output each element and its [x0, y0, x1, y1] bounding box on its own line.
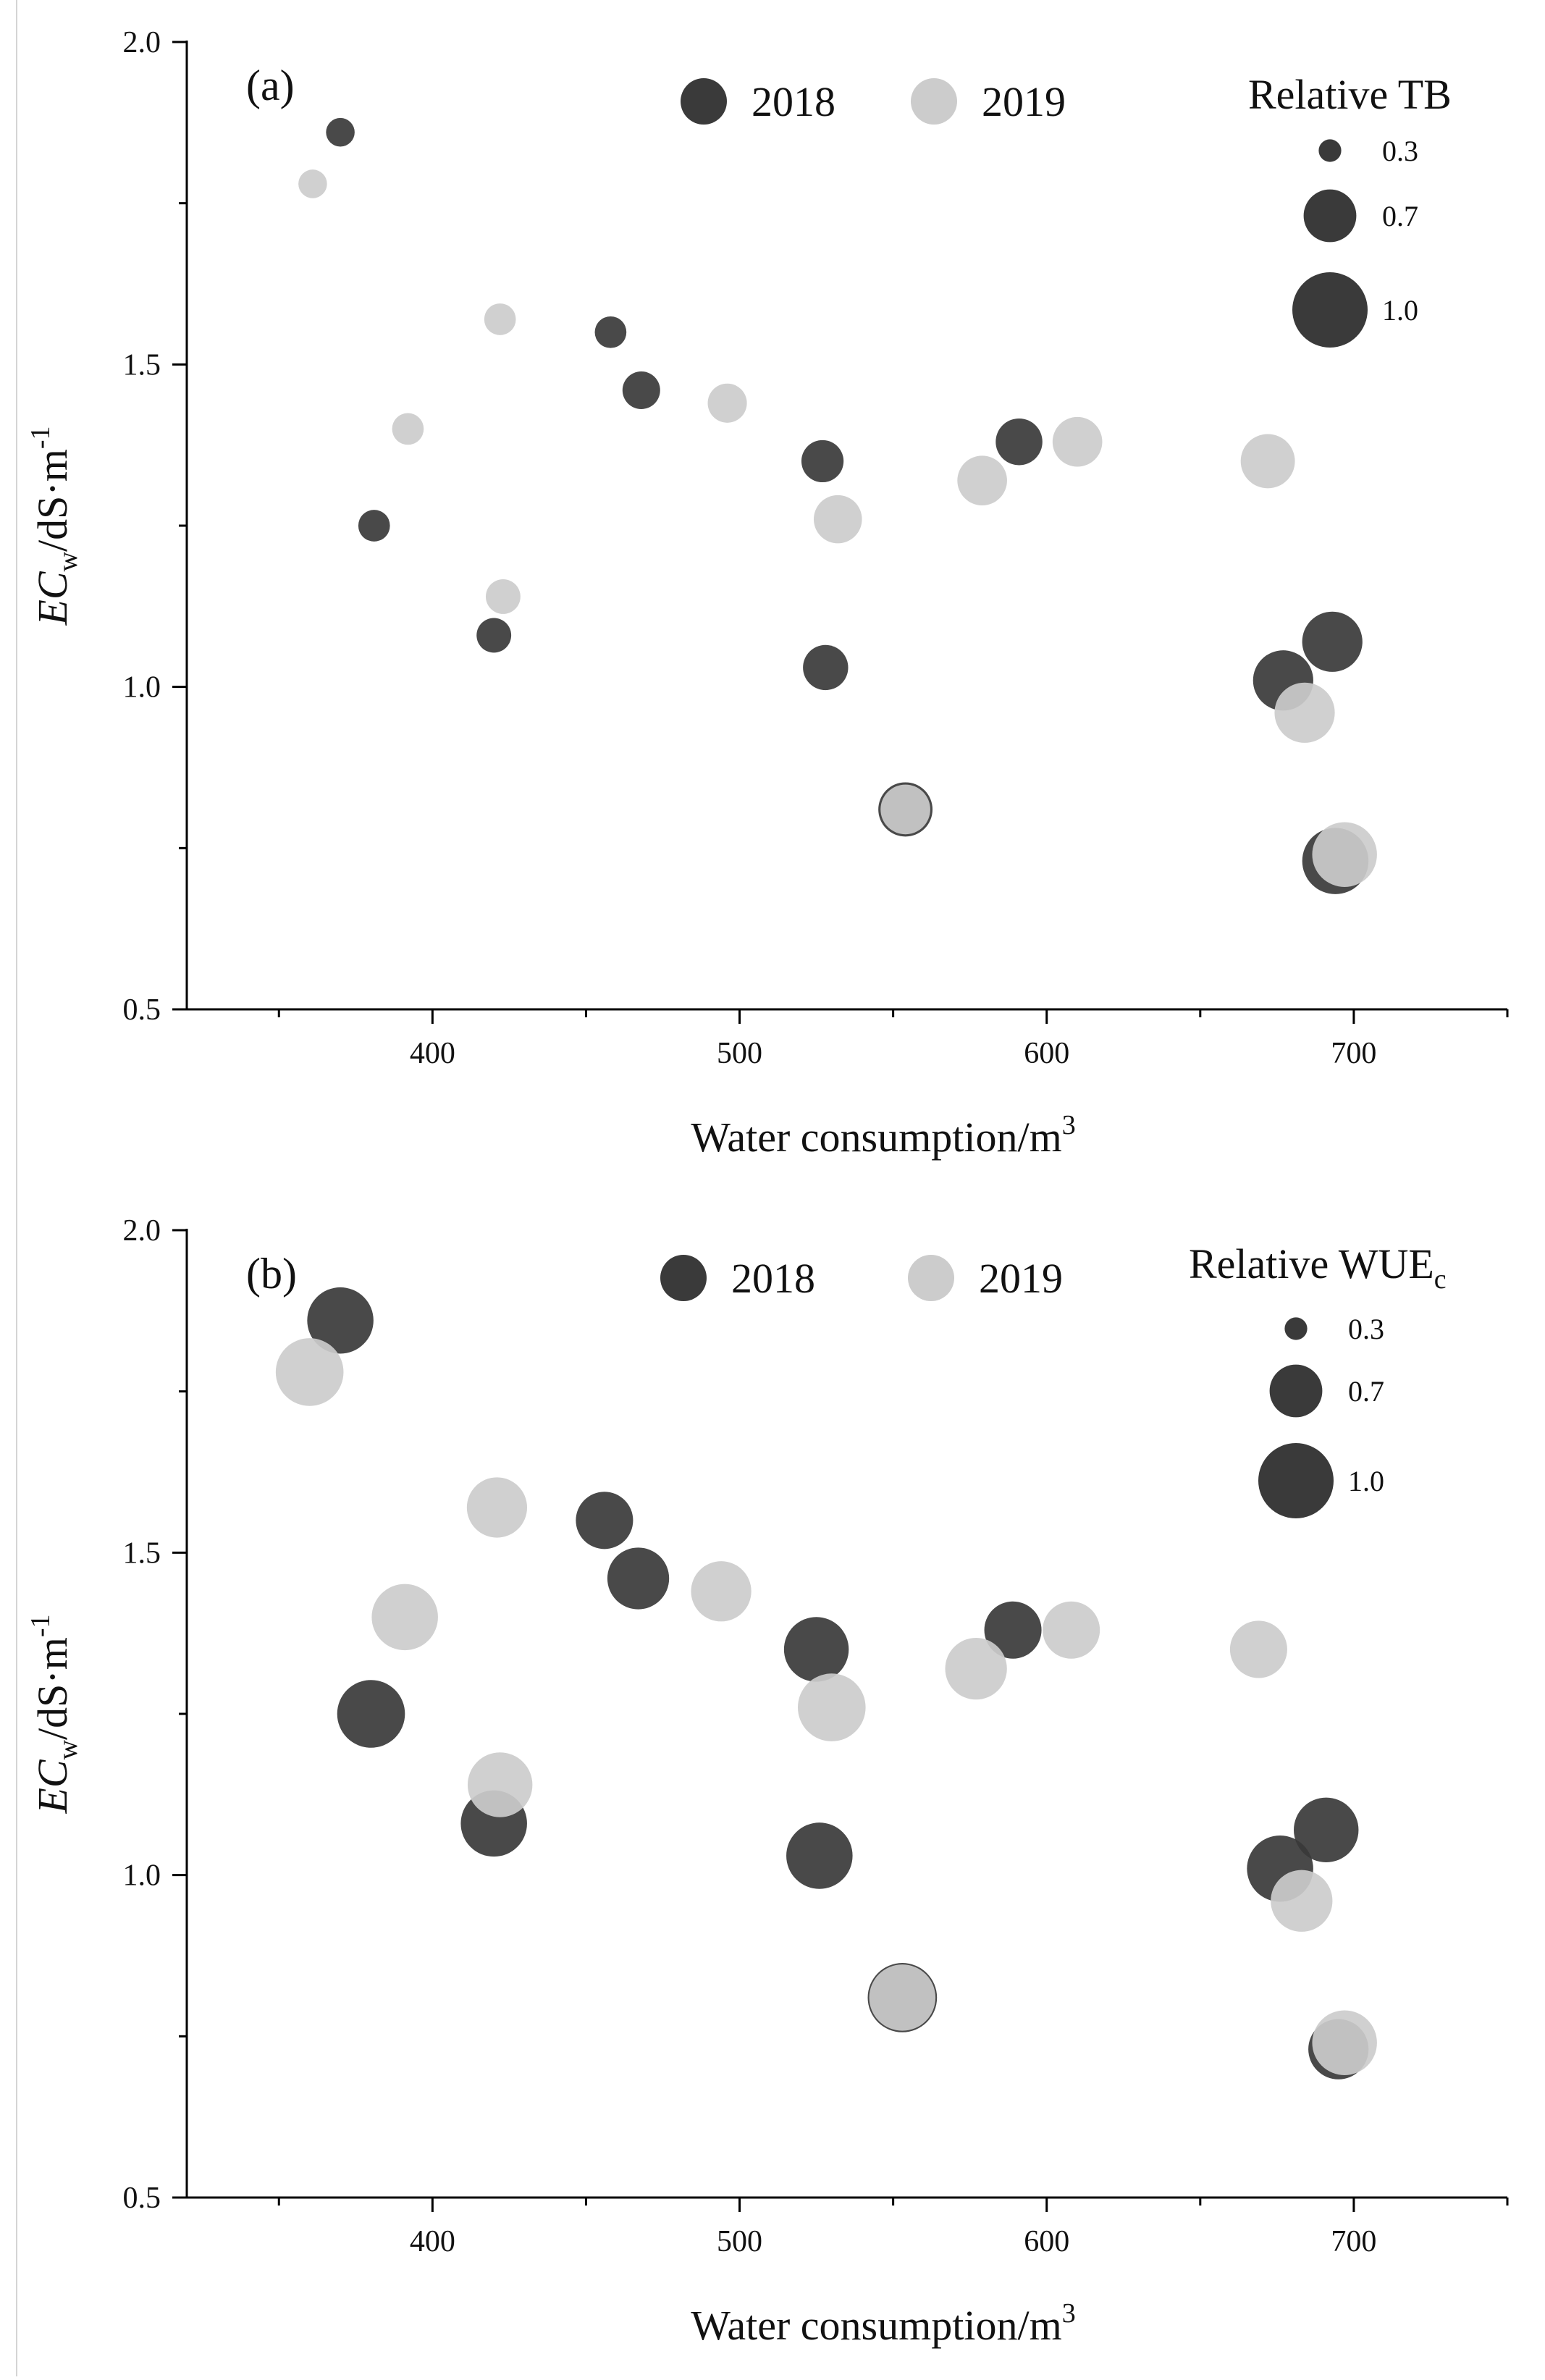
point-2018 [984, 1601, 1042, 1659]
point-2018 [307, 1287, 374, 1354]
x-tick-label: 500 [717, 1037, 762, 1070]
legend-label-2018: 2018 [731, 1255, 815, 1302]
point-2018 [1294, 1797, 1359, 1863]
size-legend-marker-0.3 [1318, 139, 1342, 162]
size-legend-marker-1.0 [1258, 1443, 1334, 1518]
y-tick-label: 2.0 [123, 26, 161, 59]
y-axis-label: ECw/dS·m-1 [25, 1614, 83, 1814]
panel-label: (b) [246, 1250, 297, 1298]
point-2018 [803, 644, 849, 691]
y-tick-label: 1.5 [123, 1536, 161, 1570]
point-2018 [801, 440, 844, 483]
point-2019 [1271, 1870, 1333, 1932]
y-tick-label: 1.5 [123, 348, 161, 382]
legend-marker-2019 [908, 1255, 954, 1301]
point-2018 [622, 371, 660, 409]
point-2019 [957, 455, 1007, 505]
size-legend-title: Relative WUEc [1189, 1240, 1447, 1295]
point-2018 [337, 1680, 405, 1748]
point-2019 [869, 1964, 936, 2031]
size-legend-label: 1.0 [1382, 294, 1418, 327]
point-2019 [1240, 434, 1295, 489]
chart-b-svg: 400 500 600 700 0.5 1.0 1.5 2.0 Water consumptio… [25, 1214, 1509, 2349]
size-legend-marker-0.7 [1269, 1364, 1323, 1418]
size-legend-label: 0.3 [1348, 1313, 1384, 1345]
point-2018 [607, 1547, 670, 1610]
size-legend-marker-0.3 [1284, 1317, 1308, 1340]
point-2019 [371, 1584, 438, 1651]
point-2018 [786, 1822, 853, 1889]
y-tick-label: 1.0 [123, 1859, 161, 1893]
legend-label-2019: 2019 [982, 78, 1066, 125]
point-2018 [1302, 611, 1363, 672]
y-tick-label: 0.5 [123, 993, 161, 1027]
x-tick-label: 600 [1024, 1037, 1069, 1070]
y-tick-label: 0.5 [123, 2182, 161, 2215]
point-2019 [1052, 416, 1103, 467]
size-legend-label: 0.7 [1348, 1375, 1384, 1408]
x-tick-label: 700 [1331, 1037, 1376, 1070]
point-2019 [813, 495, 862, 544]
point-2018 [995, 418, 1043, 466]
size-legend-label: 0.7 [1382, 200, 1418, 232]
legend-label-2019: 2019 [979, 1255, 1063, 1302]
point-2018 [358, 510, 390, 542]
y-tick-label: 1.0 [123, 671, 161, 705]
point-2019 [298, 169, 327, 198]
x-tick-label: 500 [717, 2225, 762, 2258]
point-2019 [1229, 1620, 1287, 1678]
x-axis-label: Water consumption/m3 [691, 2298, 1075, 2349]
size-legend-label: 0.3 [1382, 135, 1418, 167]
legend-marker-2019 [911, 78, 957, 125]
x-tick-label: 700 [1331, 2225, 1376, 2258]
point-2019 [485, 579, 521, 614]
legend-marker-2018 [681, 78, 727, 125]
point-2019 [707, 383, 747, 423]
size-legend-marker-1.0 [1292, 272, 1368, 348]
size-legend-label: 1.0 [1348, 1465, 1384, 1497]
point-2019 [1312, 2010, 1377, 2075]
point-2019 [466, 1477, 528, 1538]
point-2019 [797, 1673, 866, 1741]
y-axis-label: ECw/dS·m-1 [25, 426, 83, 626]
point-2019 [1274, 682, 1335, 743]
point-2019 [1312, 822, 1377, 887]
y-tick-label: 2.0 [123, 1214, 161, 1248]
x-tick-label: 400 [410, 1037, 455, 1070]
point-2018 [783, 1617, 849, 1682]
point-2018 [594, 316, 627, 348]
chart-panel-a: 400 500 600 700 0.5 1.0 1.5 2.0 Water consumptio… [0, 0, 1545, 1188]
size-legend-marker-0.7 [1303, 189, 1357, 243]
legend-marker-2018 [660, 1255, 707, 1301]
x-axis-label: Water consumption/m3 [691, 1110, 1075, 1161]
panel-label: (a) [246, 62, 295, 109]
point-2019 [880, 784, 930, 835]
point-2019 [945, 1638, 1007, 1700]
point-2018 [326, 117, 355, 147]
x-tick-label: 400 [410, 2225, 455, 2258]
point-2018 [476, 618, 512, 653]
point-2018 [576, 1492, 633, 1549]
x-tick-label: 600 [1024, 2225, 1069, 2258]
legend-label-2018: 2018 [752, 78, 835, 125]
size-legend-title: Relative TB [1248, 71, 1452, 118]
point-2019 [275, 1338, 344, 1406]
chart-a-svg: 400 500 600 700 0.5 1.0 1.5 2.0 Water consumptio… [25, 26, 1509, 1161]
page-left-border [16, 0, 17, 2376]
point-2019 [484, 303, 516, 335]
point-2019 [691, 1561, 752, 1622]
point-2019 [1043, 1601, 1100, 1659]
chart-panel-b: 400 500 600 700 0.5 1.0 1.5 2.0 Water consumptio… [0, 1188, 1545, 2376]
point-2019 [467, 1752, 533, 1817]
point-2019 [392, 413, 424, 445]
